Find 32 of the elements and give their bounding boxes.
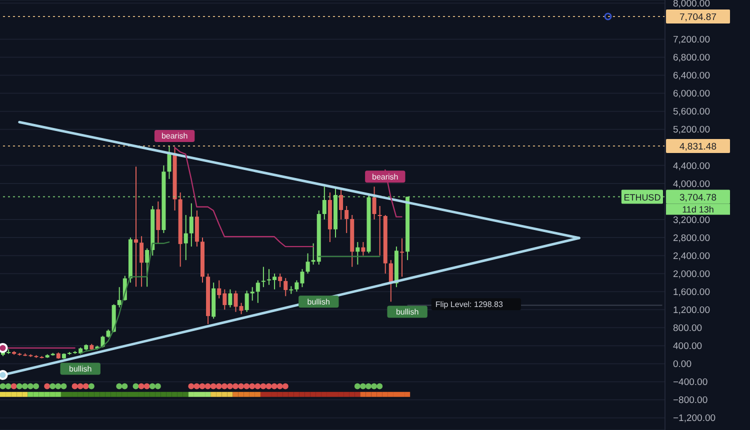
y-tick-label: 5,200.00	[673, 124, 710, 136]
ref-line-label: 4,831.48	[680, 141, 716, 152]
y-tick-label: 2,000.00	[673, 268, 710, 280]
y-tick-label: 6,400.00	[673, 70, 710, 82]
y-tick-label: 4,400.00	[673, 160, 710, 172]
ref-line-label: 3,704.78	[680, 192, 716, 204]
y-tick-label: 6,000.00	[673, 88, 710, 100]
y-tick-label: 6,800.00	[673, 52, 710, 64]
y-tick-label: 8,000.00	[673, 0, 710, 10]
annotation: bullish	[307, 297, 330, 306]
annotation: bullish	[396, 307, 419, 316]
y-tick-label: 5,600.00	[673, 106, 710, 118]
annotation: bullish	[69, 364, 92, 374]
annotation: bearish	[161, 132, 188, 141]
y-tick-label: 1,200.00	[673, 305, 710, 316]
y-tick-label: −400.00	[673, 377, 708, 388]
y-tick-label: −1,200.00	[673, 413, 716, 424]
annotation: ETHUSD	[624, 192, 662, 202]
y-tick-label: −800.00	[673, 395, 708, 406]
y-tick-label: 0.00	[673, 359, 692, 370]
y-tick-label: 3,200.00	[673, 214, 710, 226]
y-tick-label: 1,600.00	[673, 286, 710, 298]
y-tick-label: 2,400.00	[673, 250, 710, 262]
y-tick-label: 4,000.00	[673, 178, 710, 190]
y-tick-label: 400.00	[673, 341, 702, 352]
ref-line-label: Flip Level: 1298.83	[435, 300, 504, 310]
y-tick-label: 7,200.00	[673, 34, 710, 46]
y-tick-label: 800.00	[673, 323, 702, 334]
text: 11d 13h	[682, 204, 714, 214]
y-tick-label: 2,800.00	[673, 232, 710, 244]
ref-line-label: 7,704.87	[680, 12, 716, 23]
annotation: bearish	[372, 172, 398, 182]
